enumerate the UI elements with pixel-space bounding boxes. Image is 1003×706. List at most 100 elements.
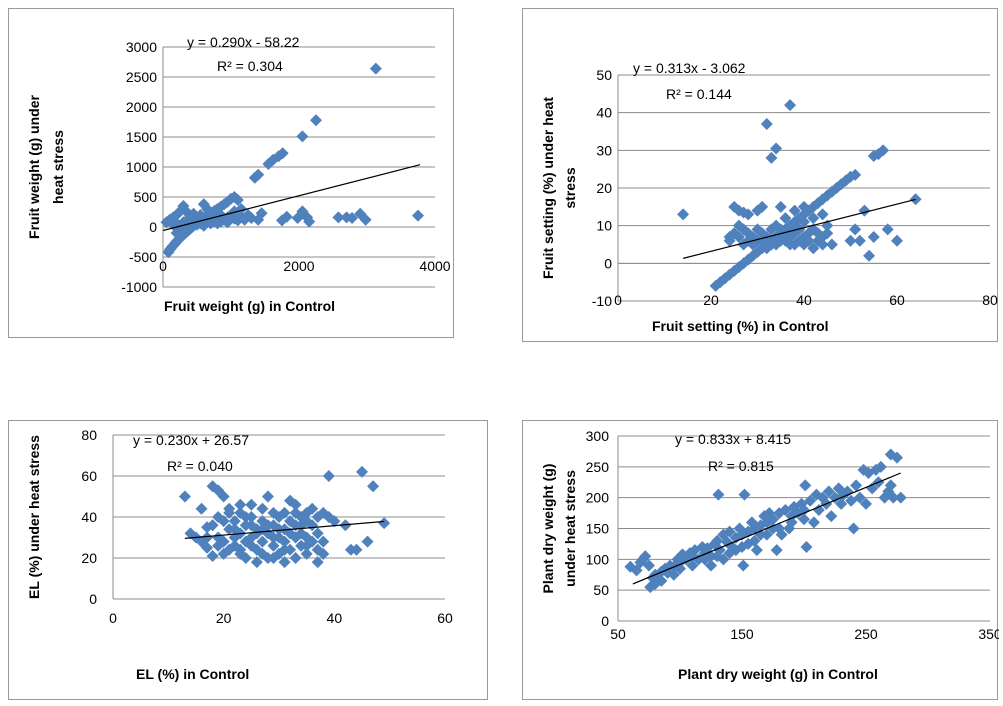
data-point [891, 451, 903, 464]
data-point [201, 541, 214, 554]
y-tick-label: 2500 [126, 69, 157, 85]
data-point [295, 519, 308, 532]
x-tick-label: 80 [982, 292, 998, 308]
data-point [767, 513, 779, 526]
data-point [729, 544, 742, 557]
data-point [788, 204, 801, 217]
y-tick-label: 1500 [126, 129, 157, 145]
y-tick-label: 40 [596, 105, 612, 121]
data-point [256, 547, 269, 560]
data-point [228, 523, 241, 536]
data-point [887, 491, 900, 504]
trendline [682, 198, 916, 259]
data-point [256, 502, 269, 515]
data-point [765, 238, 778, 251]
data-point [877, 144, 890, 157]
data-point [245, 539, 258, 552]
data-point [212, 484, 225, 497]
data-point [760, 117, 773, 130]
x-tick-label: 60 [437, 610, 453, 626]
data-point [798, 200, 810, 213]
data-point [825, 185, 838, 198]
y-tick-label: 0 [601, 613, 609, 629]
data-point [221, 216, 234, 229]
data-point [765, 223, 778, 236]
data-point [874, 460, 887, 473]
data-point [860, 497, 872, 510]
data-point [866, 482, 879, 495]
data-point [284, 494, 297, 507]
data-point [847, 522, 860, 535]
data-point [733, 522, 746, 535]
data-point [779, 212, 792, 225]
data-point [756, 234, 769, 247]
y-tick-label: 10 [596, 218, 612, 234]
data-point [774, 234, 787, 247]
y-tick-label: 0 [604, 255, 612, 271]
data-point [206, 549, 219, 562]
data-point [698, 553, 711, 566]
data-point [853, 491, 866, 504]
y-tick-label: 20 [81, 550, 97, 566]
data-point [732, 204, 745, 217]
data-point [869, 463, 882, 476]
x-tick-label: 0 [159, 258, 167, 274]
data-point [267, 552, 280, 564]
data-point [677, 208, 690, 221]
y-tick-label: 200 [586, 490, 610, 506]
data-point [881, 223, 894, 236]
data-point [311, 527, 324, 540]
x-tick-label: 20 [703, 292, 719, 308]
data-point [774, 200, 787, 213]
data-point [178, 223, 191, 236]
data-point [228, 515, 241, 528]
data-point [245, 498, 258, 511]
data-point [692, 553, 705, 566]
data-point [760, 528, 773, 541]
y-axis-label: Fruit setting (%) under heat [540, 97, 556, 279]
data-point [909, 193, 922, 206]
data-point [804, 494, 817, 507]
data-point [849, 223, 862, 236]
data-point [206, 519, 219, 532]
data-point [770, 544, 783, 557]
data-point [712, 488, 725, 501]
data-point [639, 550, 652, 563]
y-tick-label: 40 [81, 509, 97, 525]
data-point [835, 497, 848, 510]
data-point [717, 528, 730, 541]
data-point [770, 142, 783, 155]
data-point [825, 510, 838, 523]
data-point [711, 534, 724, 547]
y-tick-label: 60 [81, 468, 97, 484]
y-tick-label: 30 [596, 142, 612, 158]
x-tick-label: 0 [109, 610, 117, 626]
y-axis-label: stress [562, 167, 578, 208]
data-point [779, 504, 792, 516]
y-tick-label: 0 [149, 219, 157, 235]
data-point [754, 528, 767, 541]
r-squared-label: R² = 0.304 [217, 58, 283, 74]
data-point [644, 581, 657, 594]
data-point [798, 215, 810, 228]
y-tick-label: -10 [592, 293, 612, 309]
data-point [194, 209, 207, 221]
r-squared-label: R² = 0.815 [708, 458, 774, 474]
data-point [686, 550, 699, 563]
data-point [378, 517, 391, 530]
data-point [346, 212, 359, 224]
data-point [367, 480, 380, 493]
y-tick-label: 50 [596, 67, 612, 83]
data-point [793, 234, 806, 247]
y-tick-label: 150 [586, 521, 610, 537]
data-point [811, 234, 824, 247]
data-point [674, 562, 686, 575]
y-tick-label: 50 [593, 582, 609, 598]
data-point [750, 544, 763, 557]
y-axis-label: under heat stress [562, 470, 578, 587]
data-point [816, 238, 829, 251]
data-point [779, 227, 792, 240]
data-point [214, 209, 227, 221]
data-point [306, 519, 319, 532]
data-point [280, 210, 293, 223]
